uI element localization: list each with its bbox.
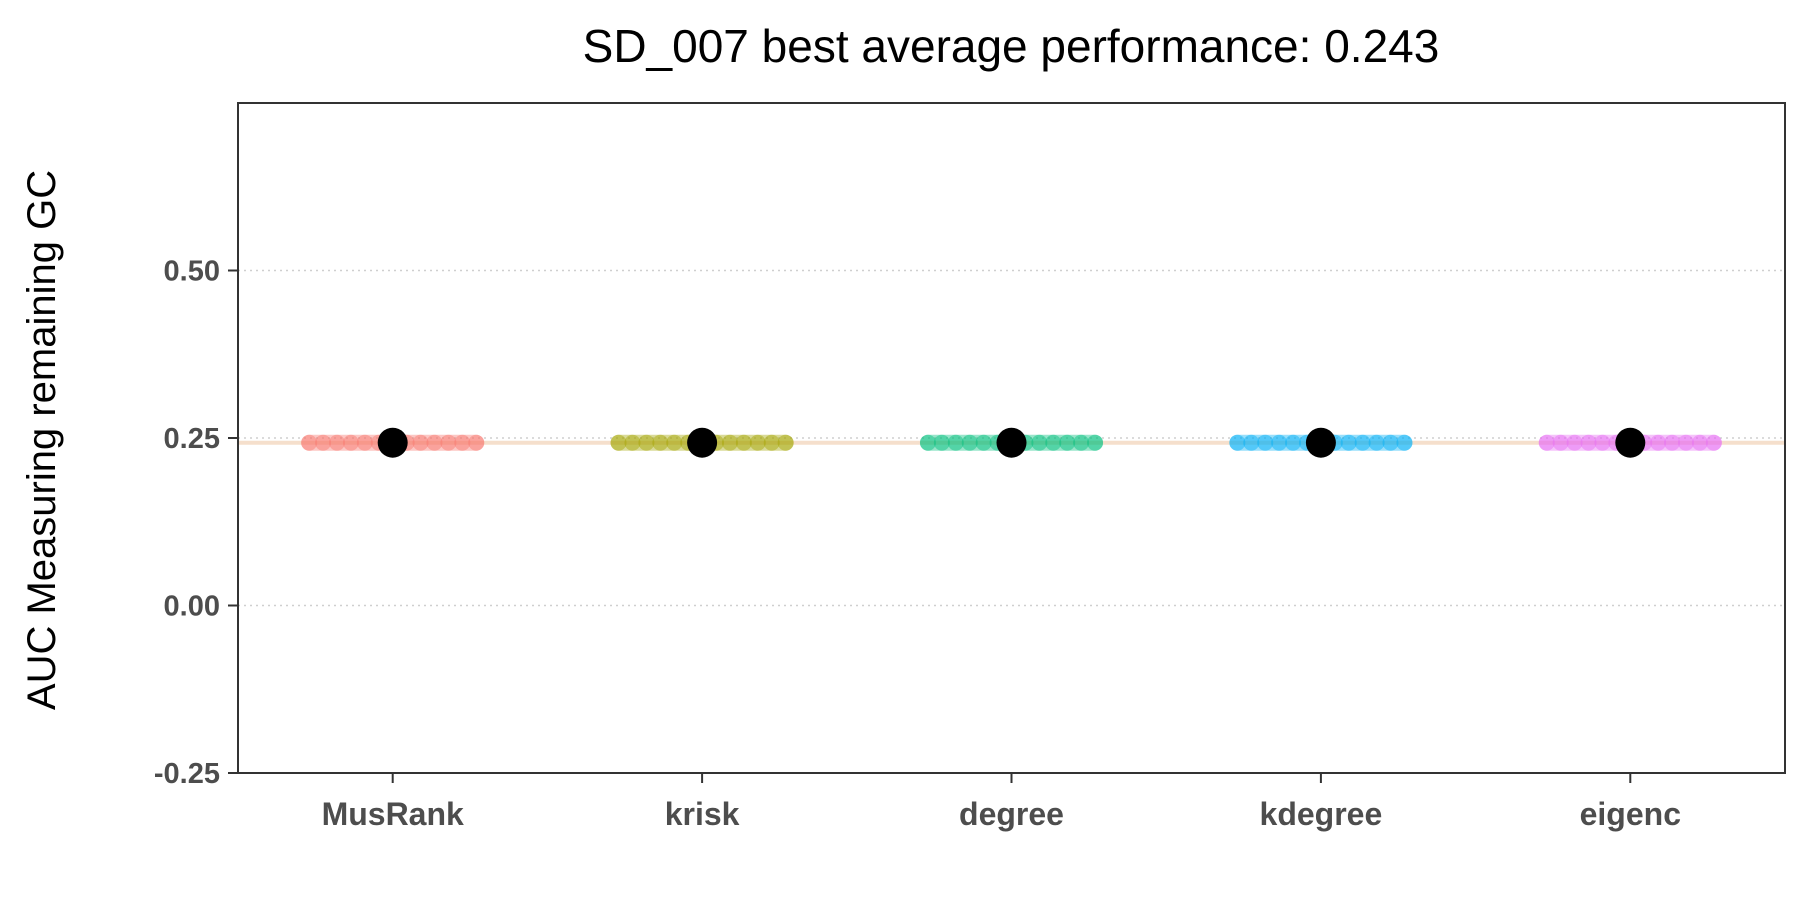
data-point-degree (1031, 434, 1048, 451)
data-point-krisk (652, 434, 669, 451)
mean-point-krisk (687, 427, 718, 458)
data-point-krisk (624, 434, 641, 451)
data-point-kdegree (1382, 434, 1399, 451)
mean-layer (377, 427, 1646, 458)
data-point-krisk (610, 434, 627, 451)
data-point-krisk (666, 434, 683, 451)
mean-point-eigenc (1615, 427, 1646, 458)
data-point-eigenc (1566, 434, 1583, 451)
data-point-MusRank (468, 434, 485, 451)
y-tick-label: 0.50 (164, 256, 220, 288)
data-point-eigenc (1580, 434, 1597, 451)
data-point-eigenc (1538, 434, 1555, 451)
data-point-kdegree (1229, 434, 1246, 451)
x-axis: MusRank krisk degree kdegree eigenc (322, 773, 1681, 832)
data-point-eigenc (1664, 434, 1681, 451)
x-tick-label: degree (959, 796, 1064, 832)
y-axis: -0.25 0.00 0.25 0.50 (154, 256, 238, 790)
data-point-kdegree (1257, 434, 1274, 451)
data-point-krisk (749, 434, 766, 451)
data-point-kdegree (1285, 434, 1302, 451)
data-point-kdegree (1271, 434, 1288, 451)
grid-layer (238, 269, 1785, 774)
y-tick-label: 0.25 (164, 423, 220, 455)
data-point-krisk (638, 434, 655, 451)
mean-point-degree (996, 427, 1027, 458)
data-point-krisk (777, 434, 794, 451)
data-point-degree (1059, 434, 1076, 451)
x-tick-label: eigenc (1580, 796, 1681, 832)
data-point-degree (919, 434, 936, 451)
data-point-MusRank (426, 434, 443, 451)
data-point-krisk (763, 434, 780, 451)
data-point-degree (975, 434, 992, 451)
data-point-kdegree (1396, 434, 1413, 451)
chart-title: SD_007 best average performance: 0.243 (583, 20, 1440, 72)
data-point-degree (1045, 434, 1062, 451)
data-point-kdegree (1340, 434, 1357, 451)
x-tick-label: MusRank (322, 796, 464, 832)
mean-point-MusRank (377, 427, 408, 458)
data-point-MusRank (315, 434, 332, 451)
data-point-MusRank (342, 434, 359, 451)
data-point-kdegree (1368, 434, 1385, 451)
data-point-kdegree (1243, 434, 1260, 451)
data-point-MusRank (329, 434, 346, 451)
data-point-eigenc (1705, 434, 1722, 451)
data-point-degree (1087, 434, 1104, 451)
data-point-eigenc (1594, 434, 1611, 451)
data-point-eigenc (1552, 434, 1569, 451)
y-tick-label: -0.25 (154, 758, 220, 790)
data-point-MusRank (454, 434, 471, 451)
x-tick-label: kdegree (1260, 796, 1383, 832)
data-point-MusRank (356, 434, 373, 451)
data-point-degree (1073, 434, 1090, 451)
y-axis-label: AUC Measuring remaining GC (20, 170, 64, 710)
x-tick-label: krisk (665, 796, 740, 832)
data-point-degree (961, 434, 978, 451)
y-tick-label: 0.00 (164, 591, 220, 623)
data-point-krisk (721, 434, 738, 451)
data-point-eigenc (1677, 434, 1694, 451)
data-point-degree (947, 434, 964, 451)
data-point-MusRank (301, 434, 318, 451)
mean-point-kdegree (1305, 427, 1336, 458)
data-point-kdegree (1354, 434, 1371, 451)
data-point-eigenc (1691, 434, 1708, 451)
data-point-degree (933, 434, 950, 451)
data-point-eigenc (1650, 434, 1667, 451)
data-point-krisk (735, 434, 752, 451)
data-point-MusRank (412, 434, 429, 451)
data-point-MusRank (440, 434, 457, 451)
